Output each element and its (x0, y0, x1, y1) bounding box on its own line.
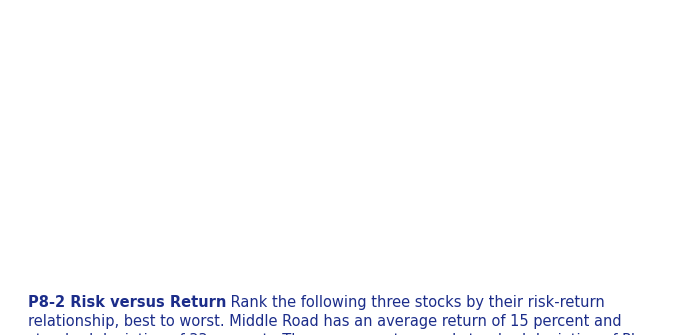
Text: P8-2 Risk versus Return: P8-2 Risk versus Return (28, 295, 227, 310)
Text: relationship, best to worst. Middle Road has an average return of 15 percent and: relationship, best to worst. Middle Road… (28, 314, 621, 329)
Text: Rank the following three stocks by their risk-return: Rank the following three stocks by their… (227, 295, 605, 310)
Text: standard deviation of 33 percent.  The average return and standard deviation of : standard deviation of 33 percent. The av… (28, 333, 652, 335)
